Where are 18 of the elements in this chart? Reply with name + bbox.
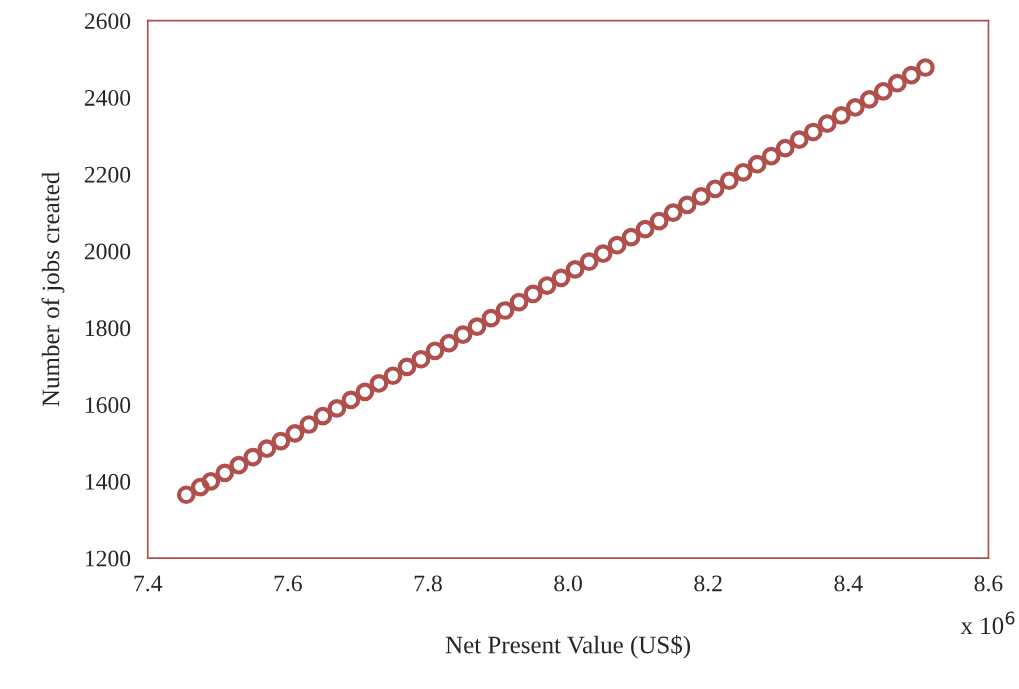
- x-tick-label: 7.4: [134, 575, 163, 592]
- x-tick-label: 8.6: [974, 575, 1003, 592]
- x-tick-label: 7.8: [414, 575, 442, 592]
- y-tick-label: 1400: [85, 473, 131, 490]
- y-tick-label: 2600: [84, 13, 131, 30]
- y-tick-label: 2400: [84, 89, 131, 106]
- y-tick-label: 2000: [84, 243, 131, 260]
- x-axis-title: Net Present Value (US$): [445, 635, 690, 659]
- y-tick-label: 1600: [85, 397, 131, 413]
- x-tick-label: 8.2: [694, 575, 722, 592]
- x-tick-label: 8.4: [834, 575, 863, 592]
- x-tick-label: 7.6: [274, 575, 302, 592]
- text: x 10$^{6}$: [960, 611, 1015, 635]
- y-tick-label: 1800: [85, 320, 131, 337]
- y-axis-title: Number of jobs created: [41, 172, 65, 407]
- x-tick-label: 8.0: [554, 575, 582, 592]
- y-tick-label: 1200: [85, 550, 131, 567]
- y-tick-label: 2200: [84, 166, 131, 183]
